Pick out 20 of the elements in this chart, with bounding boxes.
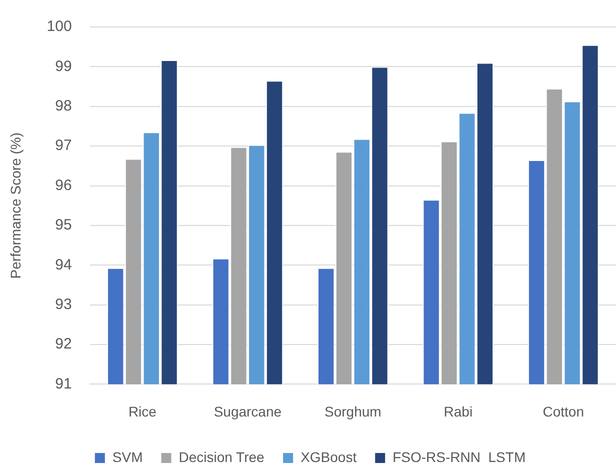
x-tick-label: Sorghum (324, 403, 382, 420)
y-tick-label: 96 (55, 176, 72, 194)
y-tick-label: 95 (55, 216, 72, 234)
y-tick-label: 97 (55, 137, 72, 154)
legend-label: SVM (112, 448, 143, 465)
y-tick-label: 91 (55, 375, 72, 392)
y-tick-label: 93 (55, 296, 72, 313)
legend-label: XGBoost (300, 448, 357, 465)
y-axis-title: Performance Score (%) (7, 132, 24, 279)
y-tick-label: 94 (55, 256, 72, 274)
x-tick-label: Rabi (444, 403, 473, 420)
x-tick-label: Sugarcane (214, 403, 282, 420)
y-tick-label: 98 (55, 98, 72, 115)
legend-label: FSO-RS-RNN LSTM (392, 448, 526, 465)
y-tick-label: 100 (46, 18, 72, 36)
x-tick-label: Rice (128, 403, 157, 420)
legend-label: Decision Tree (178, 448, 265, 465)
x-tick-label: Cotton (542, 403, 584, 420)
y-tick-label: 92 (55, 336, 72, 353)
y-tick-label: 99 (55, 58, 72, 75)
